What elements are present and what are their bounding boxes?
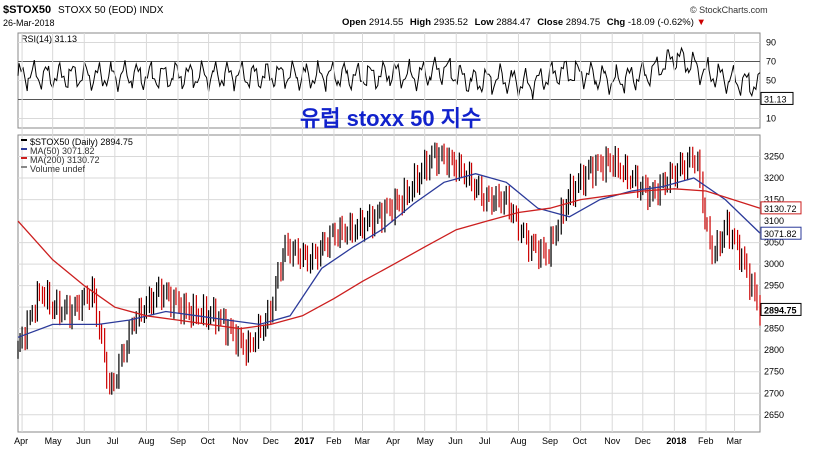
price-value-tag-text: 3130.72 [764,204,797,214]
price-value-tag [760,201,802,215]
x-tick-label: Oct [201,436,216,446]
header-ohlc: Open 2914.55 High 2935.52 Low 2884.47 Cl… [342,17,706,28]
legend-entry: Volume undef [30,164,86,174]
rsi-tick-label: 10 [766,114,776,124]
price-tick-label: 2700 [764,388,784,398]
x-tick-label: Jul [107,436,119,446]
header-date: 26-Mar-2018 [3,18,55,28]
price-tick-label: 3050 [764,238,784,248]
x-tick-label: Aug [510,436,526,446]
chg-label: Chg [606,17,626,28]
price-tick-label: 2850 [764,324,784,334]
price-tick-label: 3100 [764,216,784,226]
price-value-tag [760,226,802,240]
rsi-tick-label: 90 [766,38,776,48]
x-tick-label: 2018 [666,436,686,446]
open-value: 2914.55 [368,17,404,28]
price-tick-label: 2750 [764,367,784,377]
legend-entry: $STOX50 (Daily) 2894.75 [30,137,133,147]
price-tick-label: 2650 [764,410,784,420]
rsi-tick-label: 70 [766,57,776,67]
rsi-value-tag [760,91,794,105]
x-tick-label: Jun [76,436,91,446]
price-value-tag-text: 2894.75 [764,305,797,315]
legend-swatch [21,166,27,168]
x-tick-label: Oct [573,436,588,446]
x-tick-label: Nov [232,436,249,446]
open-label: Open [342,17,367,28]
price-tick-label: 3200 [764,173,784,183]
legend-swatch [21,148,27,150]
rsi-legend: RSI(14) 31.13 [21,34,77,44]
legend-swatch [21,139,27,141]
x-tick-label: Sep [542,436,558,446]
x-tick-label: Mar [727,436,743,446]
price-tick-label: 2800 [764,345,784,355]
x-tick-label: Apr [14,436,28,446]
legend-swatch [21,157,27,159]
x-tick-label: May [45,436,63,446]
price-tick-label: 2950 [764,281,784,291]
x-tick-label: Feb [326,436,342,446]
price-value-tag-text: 3071.82 [764,229,797,239]
low-value: 2884.47 [496,17,531,28]
x-tick-label: 2017 [294,436,314,446]
x-tick-label: Nov [604,436,621,446]
legend-entry: MA(50) 3071.82 [30,146,95,156]
price-panel-frame [17,134,761,433]
rsi-value-tag-text: 31.13 [764,94,787,104]
low-label: Low [474,17,494,28]
header-watermark: © StockCharts.com [690,5,768,15]
x-tick-label: Sep [170,436,186,446]
x-tick-label: May [417,436,435,446]
header-name: STOXX 50 (EOD) INDX [58,5,164,16]
x-tick-label: Mar [355,436,371,446]
high-value: 2935.52 [433,17,468,28]
x-tick-label: Jun [448,436,463,446]
x-tick-label: Apr [386,436,400,446]
high-label: High [409,17,432,28]
x-tick-label: Feb [698,436,714,446]
x-tick-label: Dec [635,436,652,446]
price-tick-label: 3000 [764,259,784,269]
close-value: 2894.75 [565,17,601,28]
overlay-title: 유럽 stoxx 50 지수 [300,106,481,131]
rsi-line [17,46,761,100]
price-value-tag [760,302,802,316]
chg-value: -18.09 (-0.62%) [627,17,694,28]
ma200-line [17,188,761,330]
header-symbol: $STOX50 [3,4,52,16]
x-tick-label: Dec [263,436,280,446]
ma50-line [17,173,761,338]
down-arrow-icon: ▼ [696,17,706,28]
rsi-tick-label: 50 [766,76,776,86]
price-tick-label: 3150 [764,195,784,205]
x-tick-label: Aug [138,436,154,446]
x-tick-label: Jul [479,436,491,446]
price-tick-label: 3250 [764,152,784,162]
legend-entry: MA(200) 3130.72 [30,155,100,165]
close-label: Close [537,17,564,28]
